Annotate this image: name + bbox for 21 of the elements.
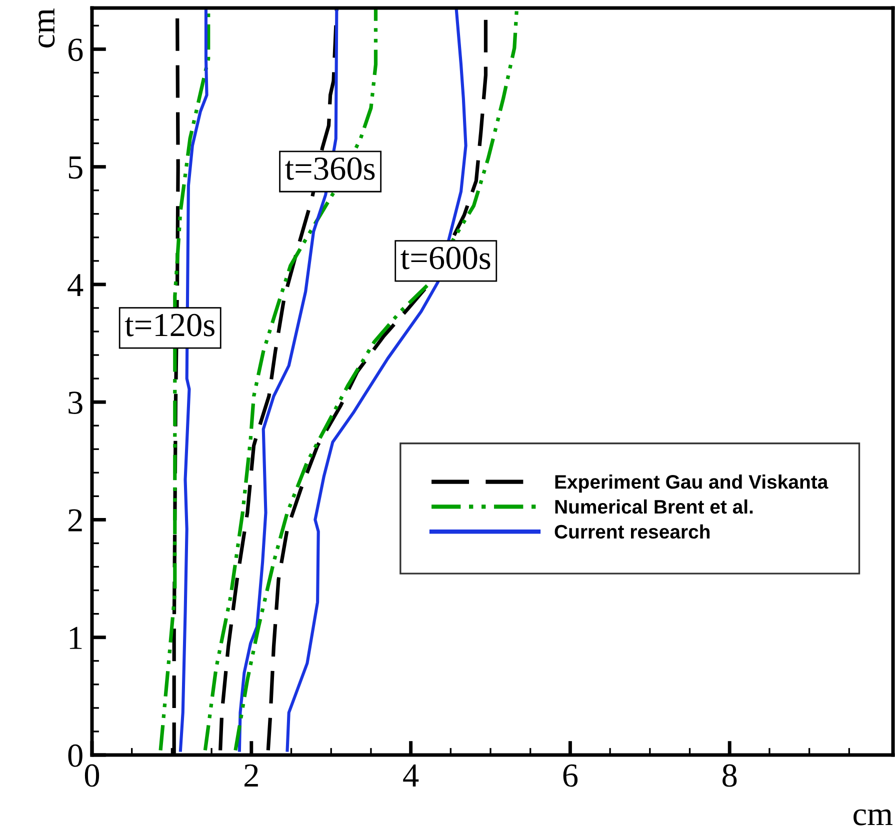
y-tick-label: 0	[68, 744, 82, 767]
annotation: t=360s	[285, 157, 375, 180]
y-tick-label: 3	[68, 392, 82, 414]
x-tick-label: 4	[403, 764, 419, 786]
text: Numerical Brent et al.	[555, 499, 753, 514]
x-tick-label: 2	[244, 764, 258, 786]
annotation: t=120s	[124, 314, 214, 336]
annotation: t=600s	[400, 246, 490, 270]
y-axis-title: cm	[38, 8, 55, 48]
y-tick-label: 2	[68, 509, 82, 532]
x-tick-label: 6	[563, 764, 578, 787]
text: Experiment Gau and Viskanta	[555, 474, 828, 493]
text: Current research	[554, 524, 710, 539]
x-tick-label: 0	[84, 764, 100, 787]
x-tick-label: 8	[722, 764, 737, 787]
x-axis-title: cm	[854, 809, 892, 826]
y-tick-label: 1	[70, 626, 82, 649]
y-tick-label: 6	[68, 38, 83, 62]
y-tick-label: 4	[68, 274, 84, 296]
line-series	[234, 8, 519, 752]
y-tick-label: 5	[68, 156, 82, 179]
